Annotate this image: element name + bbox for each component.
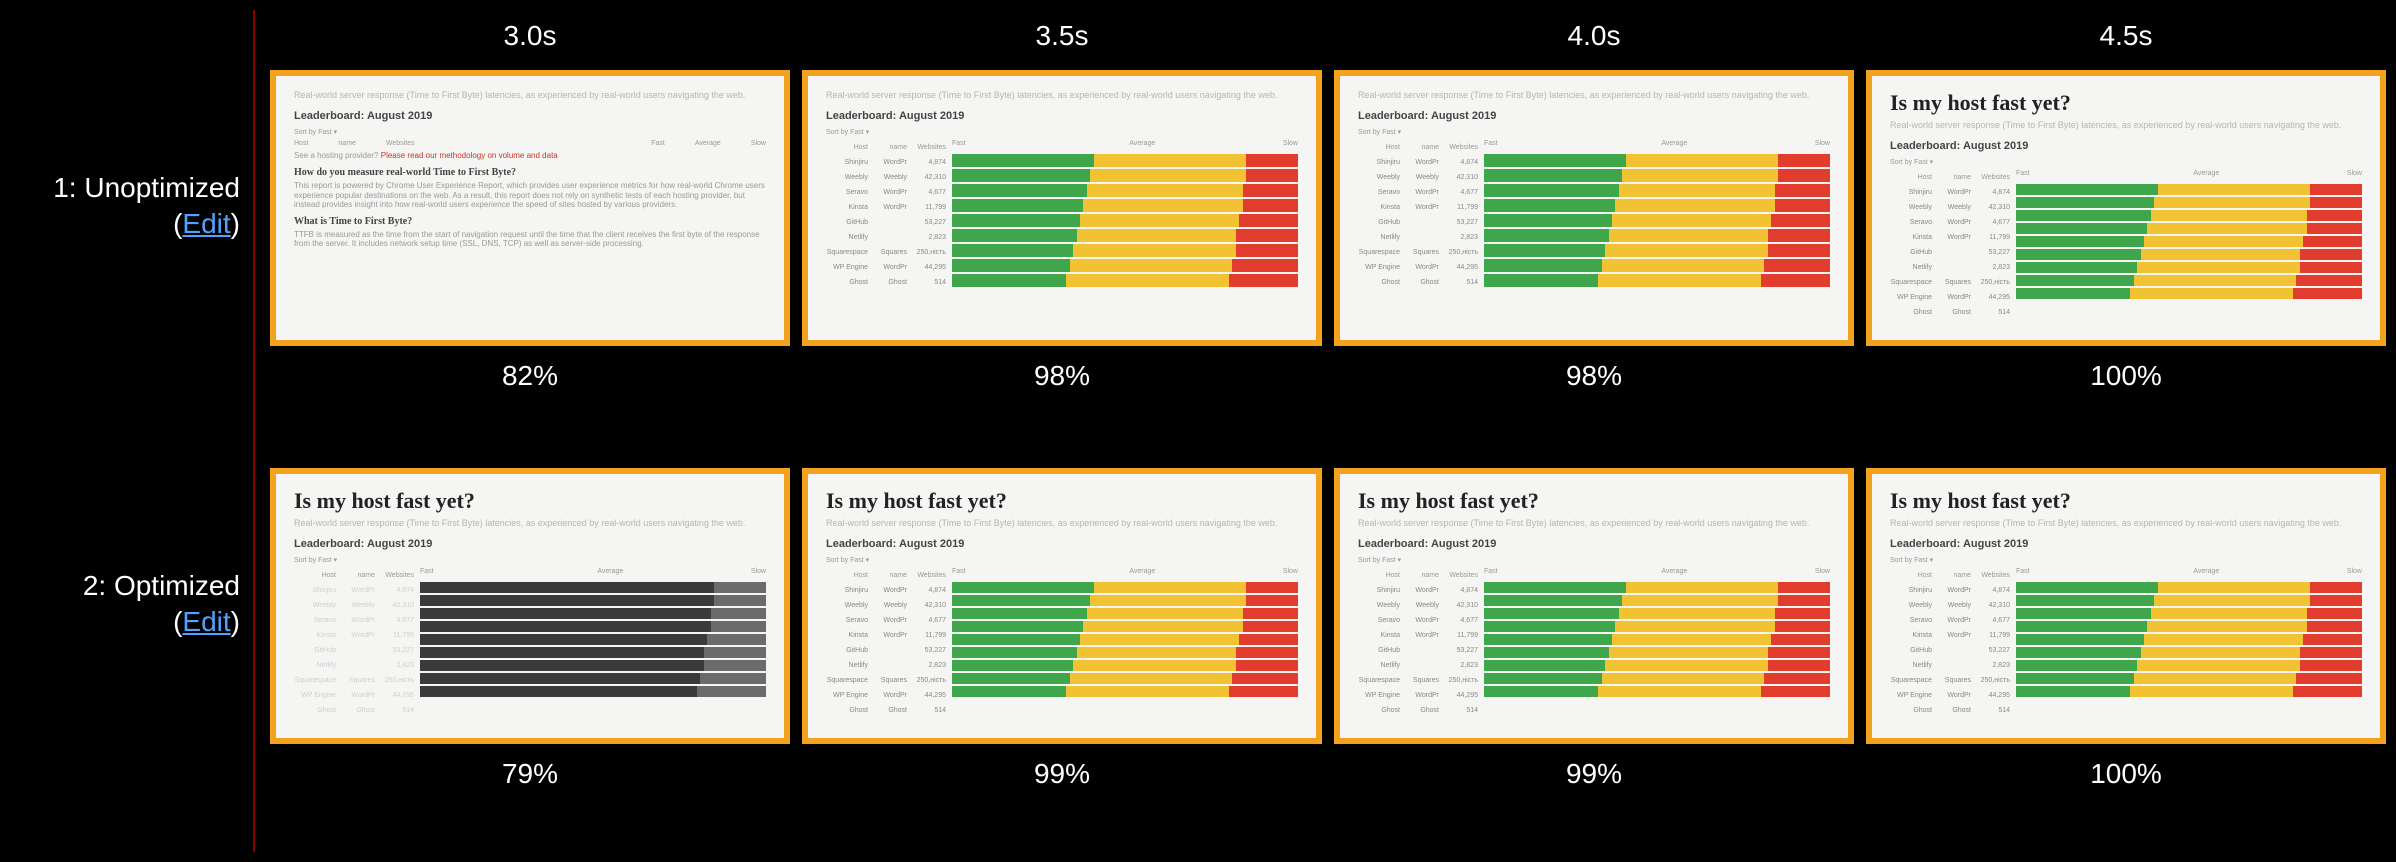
thumb-r2-c4: Is my host fast yet? Real-world server r… [1866,468,2386,744]
pct-r1-c2: 98% [802,360,1322,392]
pct-r2-c3: 99% [1334,758,1854,790]
sort-label: Sort by Fast ▾ [294,128,766,136]
thumb-r1-c2: Real-world server response (Time to Firs… [802,70,1322,346]
row-1-title: 1: Unoptimized [0,170,240,206]
thumb-r1-c1: Real-world server response (Time to Firs… [270,70,790,346]
leaderboard-label: Leaderboard: August 2019 [294,110,766,122]
col-header-1: 3.0s [270,20,790,52]
pct-r1-c4: 100% [1866,360,2386,392]
thumb-r2-c2: Is my host fast yet? Real-world server r… [802,468,1322,744]
thumb-r2-c1: Is my host fast yet? Real-world server r… [270,468,790,744]
row-2-title: 2: Optimized [0,568,240,604]
chart-bars: FastAverageSlow [952,140,1298,290]
thumb-r1-c3: Real-world server response (Time to Firs… [1334,70,1854,346]
pct-r1-c1: 82% [270,360,790,392]
unopt-text-body: See a hosting provider? Please read our … [294,151,766,249]
row-1-edit-link[interactable]: Edit [182,208,230,239]
thumb-r2-c3: Is my host fast yet? Real-world server r… [1334,468,1854,744]
thumb-subtitle: Real-world server response (Time to Firs… [294,90,766,100]
comparison-grid: 3.0s 3.5s 4.0s 4.5s 1: Unoptimized (Edit… [0,0,2396,862]
row-label-2: 2: Optimized (Edit) [0,568,240,641]
page-title: Is my host fast yet? [1890,90,2362,116]
leaderboard-chart: HostnameWebsitesShinjiruWordPr4,874Weebl… [826,140,1298,290]
chart-host-labels: HostnameWebsitesShinjiruWordPr4,874Weebl… [826,140,946,290]
pct-r2-c2: 99% [802,758,1322,790]
vertical-divider [253,10,255,852]
pct-r2-c1: 79% [270,758,790,790]
col-header-4: 4.5s [1866,20,2386,52]
pct-r2-c4: 100% [1866,758,2386,790]
pct-r1-c3: 98% [1334,360,1854,392]
row-2-edit-link[interactable]: Edit [182,606,230,637]
row-label-1: 1: Unoptimized (Edit) [0,170,240,243]
col-header-2: 3.5s [802,20,1322,52]
thumb-r1-c4: Is my host fast yet? Real-world server r… [1866,70,2386,346]
col-header-3: 4.0s [1334,20,1854,52]
